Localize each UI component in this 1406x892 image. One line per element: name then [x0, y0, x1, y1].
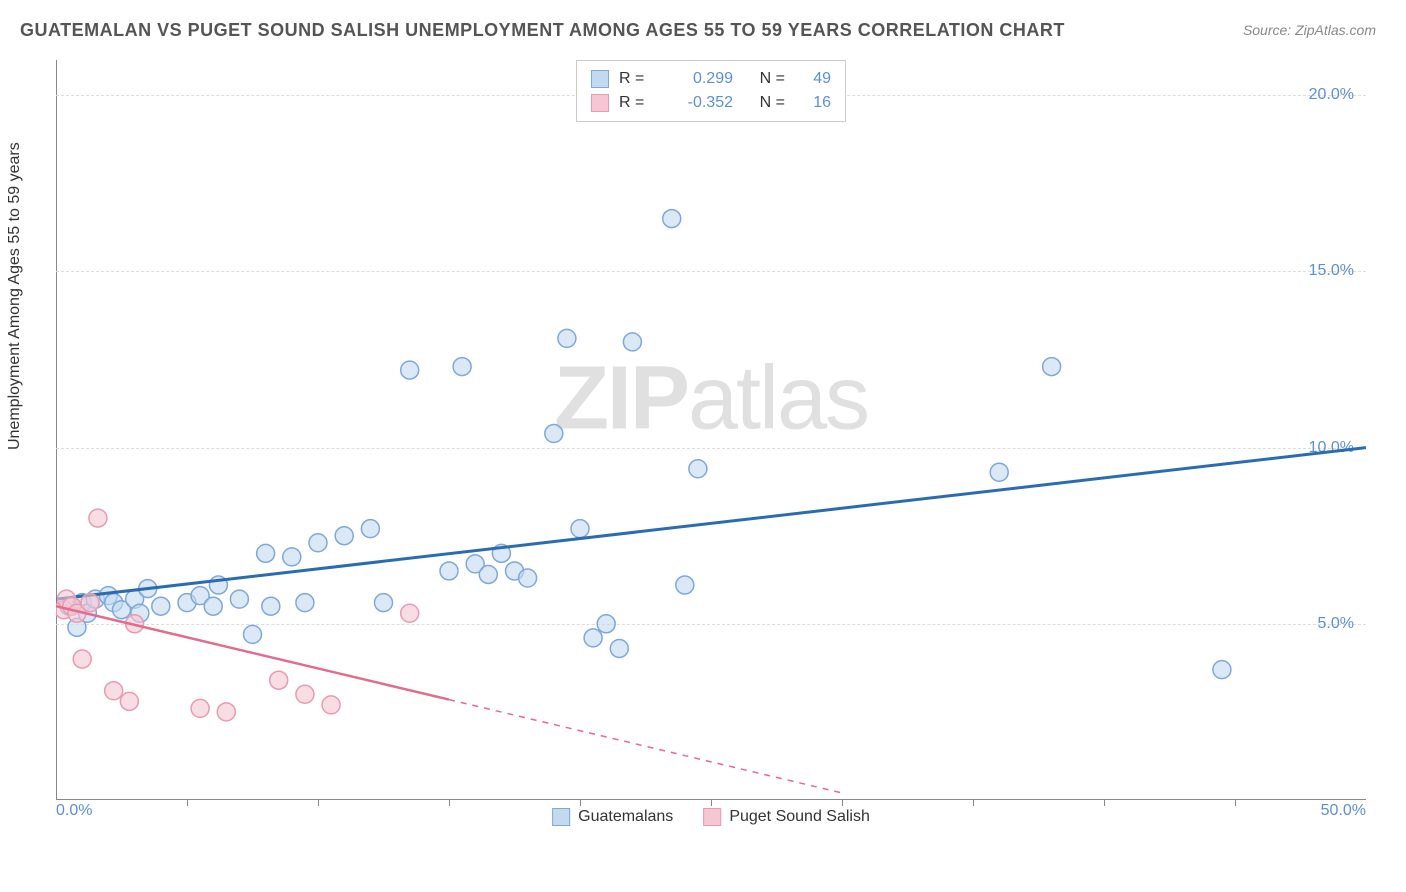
r-value-0: 0.299 — [663, 67, 733, 91]
trend-line — [56, 448, 1366, 600]
data-point — [597, 615, 615, 633]
n-value-0: 49 — [795, 67, 831, 91]
data-point — [230, 590, 248, 608]
data-point — [204, 597, 222, 615]
n-value-1: 16 — [795, 91, 831, 115]
data-point — [89, 509, 107, 527]
data-point — [545, 425, 563, 443]
data-point — [571, 520, 589, 538]
data-point — [217, 703, 235, 721]
data-point — [440, 562, 458, 580]
data-point — [270, 671, 288, 689]
legend-row-series-1: R = -0.352 N = 16 — [591, 91, 831, 115]
data-point — [335, 527, 353, 545]
legend-row-series-0: R = 0.299 N = 49 — [591, 67, 831, 91]
r-label: R = — [619, 67, 653, 91]
data-point — [296, 594, 314, 612]
data-point — [453, 358, 471, 376]
legend-item-0: Guatemalans — [552, 808, 673, 826]
data-point — [558, 329, 576, 347]
data-point — [401, 604, 419, 622]
data-point — [519, 569, 537, 587]
data-point — [262, 597, 280, 615]
data-point — [309, 534, 327, 552]
legend-label-0: Guatemalans — [578, 808, 673, 826]
data-point — [689, 460, 707, 478]
data-point — [244, 625, 262, 643]
data-point — [1213, 661, 1231, 679]
plot-svg — [56, 60, 1366, 830]
data-point — [375, 594, 393, 612]
plot-area: ZIPatlas R = 0.299 N = 49 R = -0.352 N =… — [56, 60, 1366, 830]
data-point — [105, 682, 123, 700]
trend-line-extrapolation — [449, 700, 842, 793]
data-point — [623, 333, 641, 351]
data-point — [283, 548, 301, 566]
data-point — [152, 597, 170, 615]
r-label: R = — [619, 91, 653, 115]
swatch-series-1 — [591, 94, 609, 112]
data-point — [191, 699, 209, 717]
legend-item-1: Puget Sound Salish — [703, 808, 870, 826]
data-point — [676, 576, 694, 594]
r-value-1: -0.352 — [663, 91, 733, 115]
n-label: N = — [755, 67, 785, 91]
data-point — [296, 685, 314, 703]
data-point — [361, 520, 379, 538]
y-axis-label: Unemployment Among Ages 55 to 59 years — [6, 142, 24, 450]
data-point — [663, 210, 681, 228]
chart-container: GUATEMALAN VS PUGET SOUND SALISH UNEMPLO… — [0, 0, 1406, 892]
data-point — [81, 594, 99, 612]
swatch-bottom-1 — [703, 808, 721, 826]
correlation-legend: R = 0.299 N = 49 R = -0.352 N = 16 — [576, 60, 846, 122]
swatch-series-0 — [591, 70, 609, 88]
data-point — [257, 544, 275, 562]
legend-label-1: Puget Sound Salish — [729, 808, 870, 826]
data-point — [120, 692, 138, 710]
data-point — [1043, 358, 1061, 376]
chart-title: GUATEMALAN VS PUGET SOUND SALISH UNEMPLO… — [20, 20, 1065, 41]
data-point — [610, 639, 628, 657]
source-attribution: Source: ZipAtlas.com — [1243, 22, 1376, 38]
swatch-bottom-0 — [552, 808, 570, 826]
data-point — [322, 696, 340, 714]
series-legend: Guatemalans Puget Sound Salish — [552, 808, 870, 826]
data-point — [990, 463, 1008, 481]
data-point — [479, 565, 497, 583]
data-point — [73, 650, 91, 668]
data-point — [584, 629, 602, 647]
n-label: N = — [755, 91, 785, 115]
data-point — [401, 361, 419, 379]
